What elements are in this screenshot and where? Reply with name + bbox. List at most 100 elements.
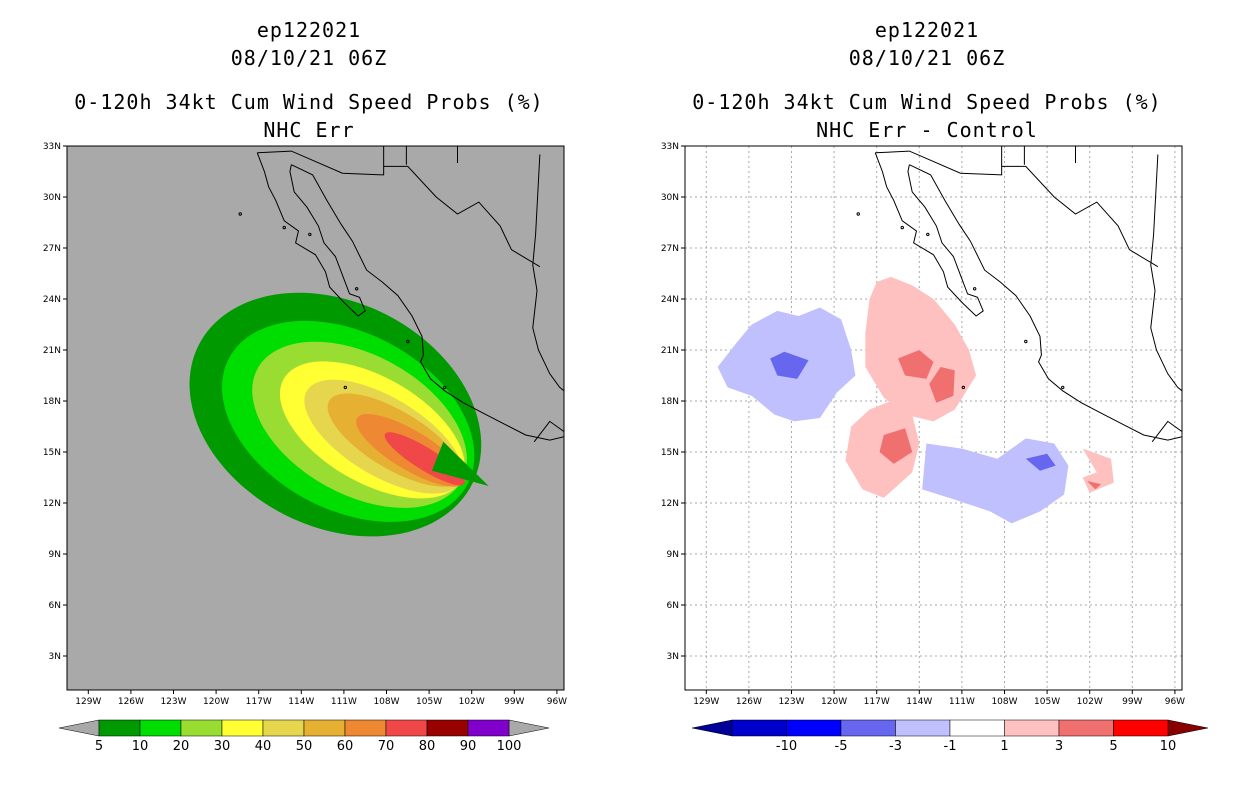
colorbar-segment	[467, 719, 510, 737]
x-tick-label: 102W	[1077, 697, 1103, 707]
island	[1024, 339, 1028, 344]
colorbar-label: -1	[944, 739, 957, 754]
y-tick-label: 12N	[661, 499, 679, 509]
colorbar-segment	[1004, 719, 1060, 737]
colorbar-label: 1	[1000, 739, 1008, 754]
colorbar-segment	[303, 719, 346, 737]
colorbar-segment	[949, 719, 1005, 737]
x-tick-label: 96W	[1165, 697, 1185, 707]
x-tick-label: 126W	[118, 697, 144, 707]
x-tick-label: 129W	[693, 697, 719, 707]
colorbar-over-arrow	[508, 719, 550, 737]
positive-core-north	[898, 350, 934, 379]
right-grid	[685, 146, 1182, 690]
colorbar-segment	[840, 719, 896, 737]
x-tick-label: 108W	[373, 697, 399, 707]
y-tick-label: 30N	[661, 193, 679, 203]
left-panel: ep122021 08/10/21 06Z 0-120h 34kt Cum Wi…	[43, 18, 567, 754]
colorbar-label: -5	[835, 739, 848, 754]
right-map-frame	[684, 145, 1183, 691]
mainland-pacific-coastline	[291, 164, 564, 441]
y-tick-label: 21N	[661, 346, 679, 356]
colorbar-segment	[139, 719, 182, 737]
colorbar-label: 50	[296, 739, 313, 754]
positive-core-north-2	[929, 367, 955, 403]
right-panel: ep122021 08/10/21 06Z 0-120h 34kt Cum Wi…	[618, 0, 1236, 800]
left-title-datetime: 08/10/21 06Z	[230, 46, 388, 70]
gulf-coastline	[532, 154, 564, 392]
y-tick-label: 33N	[43, 142, 61, 152]
x-tick-label: 105W	[1034, 697, 1060, 707]
y-tick-label: 21N	[43, 346, 61, 356]
negative-core-east	[1025, 453, 1056, 471]
y-tick-label: 15N	[43, 448, 61, 458]
x-tick-label: 111W	[949, 697, 975, 707]
colorbar-label: -10	[776, 739, 797, 754]
contour-tail	[431, 441, 489, 486]
y-tick-label: 24N	[43, 295, 61, 305]
isthmus-coastline	[533, 420, 564, 443]
right-title-datetime: 08/10/21 06Z	[848, 46, 1006, 70]
island	[1061, 385, 1065, 390]
x-tick-label: 111W	[331, 697, 357, 707]
y-tick-label: 30N	[43, 193, 61, 203]
colorbar-label: 100	[497, 739, 522, 754]
island	[961, 385, 966, 390]
positive-core-east	[1086, 480, 1102, 490]
colorbar-segment	[786, 719, 842, 737]
island	[238, 212, 242, 216]
island	[282, 225, 286, 230]
y-tick-label: 3N	[667, 652, 679, 662]
right-title-storm: ep122021	[874, 18, 980, 42]
colorbar-segment	[895, 719, 951, 737]
colorbar-segment	[1058, 719, 1114, 737]
colorbar-label: 70	[378, 739, 395, 754]
colorbar-over-arrow	[1167, 719, 1209, 737]
colorbar-label: 5	[95, 739, 103, 754]
right-colorbar: -10 -5 -3 -1 1 3 5 10	[691, 719, 1209, 754]
colorbar-label: 60	[337, 739, 354, 754]
x-tick-label: 99W	[504, 697, 524, 707]
island	[900, 225, 904, 230]
x-tick-label: 117W	[246, 697, 272, 707]
y-tick-label: 33N	[661, 142, 679, 152]
colorbar-label: 80	[419, 739, 436, 754]
x-tick-label: 114W	[288, 697, 314, 707]
y-tick-label: 9N	[49, 550, 61, 560]
state-boundaries	[383, 146, 458, 167]
left-title-subtitle: NHC Err	[263, 118, 355, 142]
gulf-coastline	[1150, 154, 1182, 392]
colorbar-label: 10	[132, 739, 149, 754]
left-y-axis: 33N 30N 27N 24N 21N 18N 15N 12N 9N 6N 3N	[43, 142, 67, 662]
us-mexico-border	[875, 150, 1159, 268]
y-tick-label: 24N	[661, 295, 679, 305]
x-tick-label: 96W	[547, 697, 567, 707]
x-tick-label: 114W	[906, 697, 932, 707]
mainland-pacific-coastline	[909, 164, 1182, 441]
right-coastline	[856, 146, 1182, 443]
colorbar-label: 90	[460, 739, 477, 754]
y-tick-label: 27N	[43, 244, 61, 254]
x-tick-label: 129W	[75, 697, 101, 707]
island	[443, 385, 447, 390]
x-tick-label: 120W	[821, 697, 847, 707]
left-probability-contours	[189, 292, 489, 537]
colorbar-label: 10	[1160, 739, 1177, 754]
left-title-product: 0-120h 34kt Cum Wind Speed Probs (%)	[74, 90, 544, 114]
colorbar-segment	[98, 719, 141, 737]
island	[308, 232, 312, 237]
right-title-subtitle: NHC Err - Control	[816, 118, 1038, 142]
x-tick-label: 123W	[778, 697, 804, 707]
colorbar-segment	[262, 719, 305, 737]
x-tick-label: 123W	[160, 697, 186, 707]
y-tick-label: 27N	[661, 244, 679, 254]
x-tick-label: 105W	[416, 697, 442, 707]
negative-core-west	[770, 351, 809, 379]
x-tick-label: 120W	[203, 697, 229, 707]
y-tick-label: 9N	[667, 550, 679, 560]
island	[406, 339, 410, 344]
x-tick-label: 126W	[736, 697, 762, 707]
x-tick-label: 108W	[991, 697, 1017, 707]
